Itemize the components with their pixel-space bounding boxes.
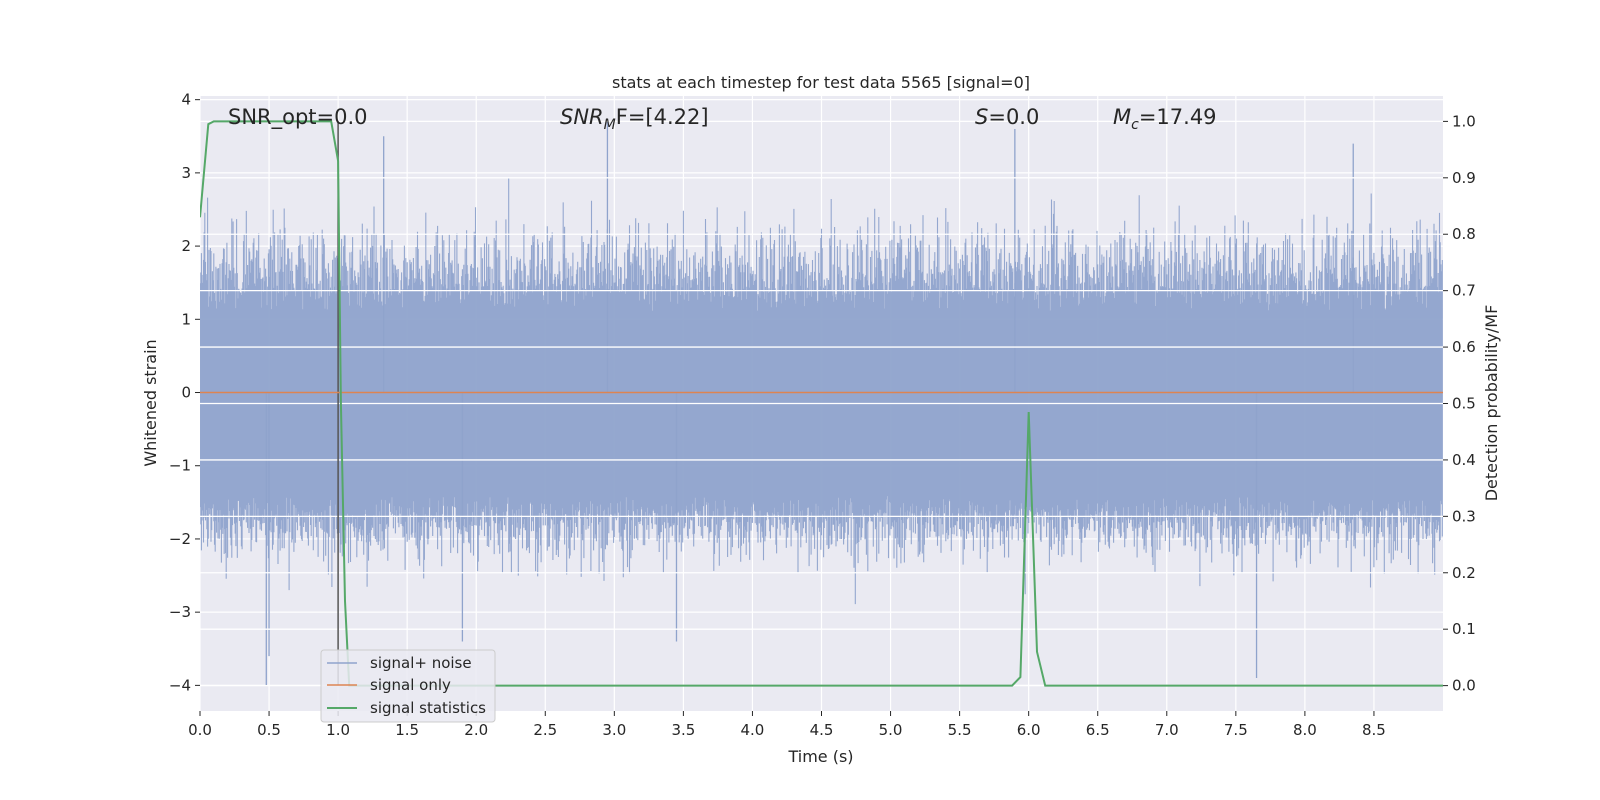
- x-tick-label: 3.0: [602, 721, 626, 739]
- y-tick-label: −1: [169, 457, 191, 475]
- annotation-snr-mf: SNRMF=[4.22]: [560, 105, 709, 133]
- right-axis-ticks: 1.0 0.9 0.8 0.7 0.6 0.5 0.4 0.3 0.2 0.1 0.0: [1443, 112, 1476, 695]
- y-tick-label: −4: [169, 676, 191, 694]
- x-tick-label: 6.5: [1086, 721, 1110, 739]
- right-tick-label: 0.9: [1452, 169, 1476, 187]
- y-tick-label: 0: [181, 384, 191, 402]
- y-tick-label: 1: [181, 310, 191, 328]
- x-tick-label: 7.0: [1155, 721, 1179, 739]
- y-tick-label: 2: [181, 237, 191, 255]
- x-tick-label: 4.0: [741, 721, 765, 739]
- x-tick-label: 2.5: [533, 721, 557, 739]
- legend-label-signal-statistics: signal statistics: [370, 699, 486, 717]
- x-tick-label: 0.0: [188, 721, 212, 739]
- right-tick-label: 1.0: [1452, 112, 1476, 130]
- y-tick-label: 4: [181, 91, 191, 109]
- right-tick-label: 0.8: [1452, 225, 1476, 243]
- right-axis-label: Detection probability/MF: [1482, 305, 1501, 502]
- x-tick-label: 0.5: [257, 721, 281, 739]
- x-axis-ticks: 0.0 0.5 1.0 1.5 2.0 2.5 3.0 3.5 4.0 4.5 5.0 5.5 6.0 6…: [188, 711, 1386, 739]
- y-axis-ticks: 4 3 2 1 0 −1 −2 −3 −4: [169, 91, 200, 694]
- x-tick-label: 1.5: [395, 721, 419, 739]
- x-tick-label: 4.5: [810, 721, 834, 739]
- x-axis-label: Time (s): [787, 747, 853, 766]
- chart-title: stats at each timestep for test data 556…: [612, 73, 1030, 92]
- x-tick-label: 7.5: [1224, 721, 1248, 739]
- legend-box: [320, 649, 496, 723]
- x-tick-label: 6.0: [1017, 721, 1041, 739]
- y-tick-label: 3: [181, 164, 191, 182]
- y-tick-label: −2: [169, 530, 191, 548]
- y-tick-label: −3: [169, 603, 191, 621]
- x-tick-label: 8.5: [1362, 721, 1386, 739]
- right-tick-label: 0.1: [1452, 620, 1476, 638]
- right-tick-label: 0.6: [1452, 338, 1476, 356]
- annotation-s: S=0.0: [975, 105, 1039, 129]
- legend-label-signal-only: signal only: [370, 676, 451, 694]
- x-tick-label: 1.0: [326, 721, 350, 739]
- right-tick-label: 0.5: [1452, 395, 1476, 413]
- y-axis-label: Whitened strain: [141, 339, 160, 466]
- legend-label-signal-plus-noise: signal+ noise: [370, 654, 472, 672]
- x-tick-label: 2.0: [464, 721, 488, 739]
- x-tick-label: 8.0: [1293, 721, 1317, 739]
- right-tick-label: 0.4: [1452, 451, 1476, 469]
- right-tick-label: 0.2: [1452, 564, 1476, 582]
- right-tick-label: 0.7: [1452, 282, 1476, 300]
- right-tick-label: 0.3: [1452, 507, 1476, 525]
- legend: signal+ noise signal only signal statist…: [320, 649, 496, 723]
- annotation-snr-opt: SNR_opt=0.0: [228, 105, 368, 130]
- x-tick-label: 3.5: [671, 721, 695, 739]
- x-tick-label: 5.5: [948, 721, 972, 739]
- x-tick-label: 5.0: [879, 721, 903, 739]
- annotation-mc: Mc=17.49: [1113, 105, 1217, 133]
- right-tick-label: 0.0: [1452, 677, 1476, 695]
